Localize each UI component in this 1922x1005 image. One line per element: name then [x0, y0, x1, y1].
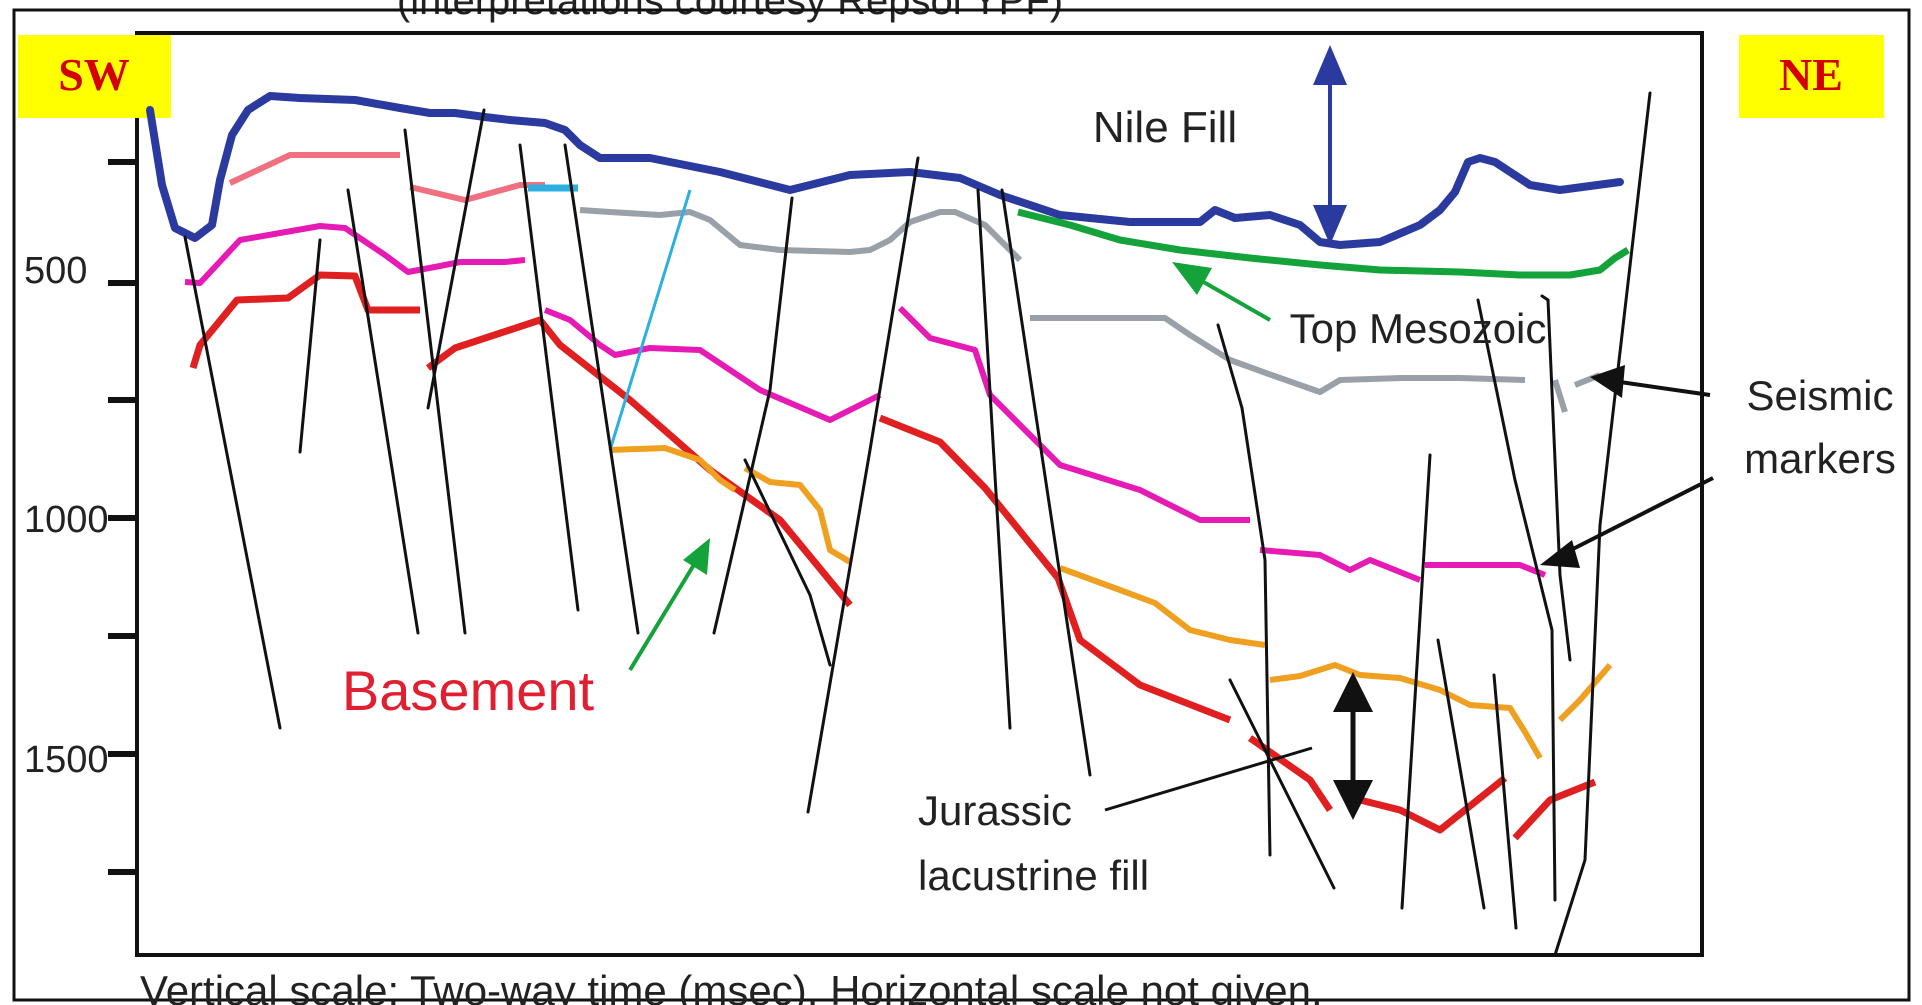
pink-short-segments	[228, 152, 545, 204]
jurassic-label-line1: Jurassic	[918, 787, 1072, 834]
scale-caption: Vertical scale: Two-way time (msec). Hor…	[140, 967, 1323, 1005]
fault-lines	[183, 91, 1652, 957]
seismic-markers-label-line2: markers	[1744, 435, 1896, 482]
ne-badge-label: NE	[1779, 49, 1843, 100]
cyan-fault	[608, 189, 692, 451]
seismic-markers-pointers	[1540, 365, 1714, 568]
nile-fill-horizon	[146, 92, 1624, 249]
tick-label-1500: 1500	[24, 739, 109, 781]
axis-ticks	[108, 159, 137, 875]
basement-label: Basement	[342, 659, 595, 722]
top-mesozoic-pointer	[1172, 262, 1271, 322]
basement-pointer	[628, 538, 710, 672]
top-mesozoic-horizon	[1017, 208, 1630, 279]
basement-horizon	[189, 271, 1597, 841]
tick-label-500: 500	[24, 250, 87, 292]
top-mesozoic-label: Top Mesozoic	[1290, 305, 1547, 352]
jurassic-pointer-line	[1104, 746, 1313, 812]
nile-fill-thickness-arrow	[1313, 45, 1347, 245]
tick-label-1000: 1000	[24, 499, 109, 541]
outer-frame	[12, 8, 1911, 1002]
sw-badge-label: SW	[58, 49, 130, 100]
sw-badge-bg	[18, 35, 171, 118]
ne-badge-bg	[1739, 35, 1884, 118]
jurassic-label-line2: lacustrine fill	[918, 852, 1149, 899]
orange-marker	[609, 445, 1613, 760]
seismic-markers-label-line1: Seismic	[1746, 372, 1893, 419]
nile-fill-label: Nile Fill	[1093, 103, 1237, 152]
plot-frame	[135, 31, 1704, 957]
jurassic-thickness-arrow	[1333, 672, 1373, 820]
magenta-marker	[184, 223, 1547, 583]
